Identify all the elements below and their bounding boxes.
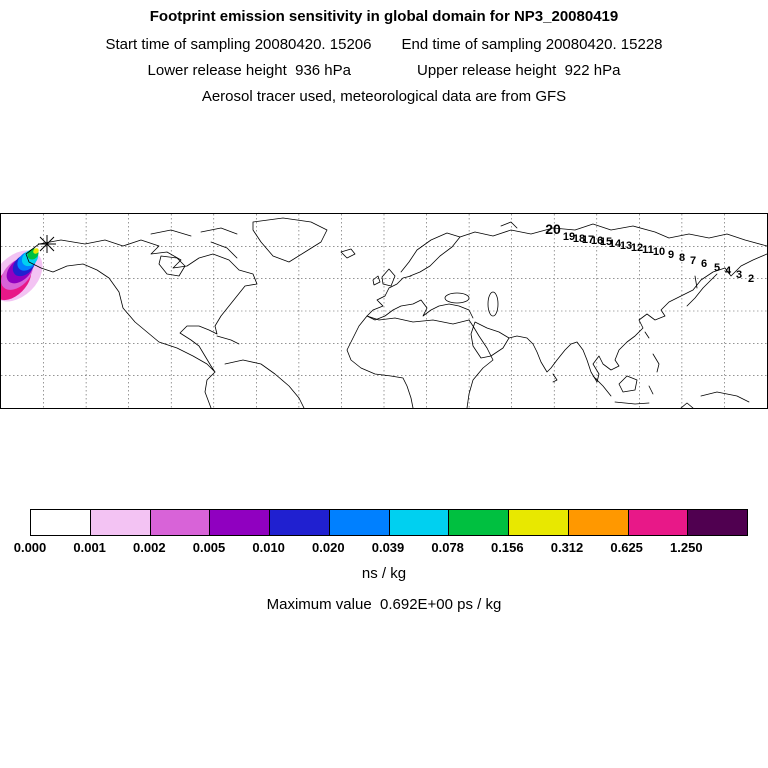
colorbar-tick-labels: 0.000 0.001 0.002 0.005 0.010 0.020 0.039 0.078… (14, 540, 746, 556)
coast-greenland (252, 217, 328, 263)
coast-south-america (204, 359, 305, 408)
trajectory-hour-label: 9 (668, 249, 674, 261)
colorbar-segment (448, 510, 508, 535)
coast-arabia (470, 321, 510, 359)
black-sea (444, 292, 470, 304)
coast-west-europe (366, 275, 474, 321)
colorbar-tick-label: 0.002 (133, 540, 166, 555)
coast-iceland (340, 248, 356, 259)
end-time-text: End time of sampling 20080420. 15228 (401, 36, 663, 53)
trajectory-hour-label: 13 (620, 240, 632, 252)
coast-africa (346, 315, 494, 408)
trajectory-hour-label: 4 (725, 265, 732, 277)
colorbar-tick-label: 0.010 (252, 540, 285, 555)
trajectory-hour-label: 7 (690, 255, 696, 267)
colorbar-segment (687, 510, 747, 535)
colorbar-segment (209, 510, 269, 535)
maximum-value-text: Maximum value 0.692E+00 ps / kg (266, 596, 502, 613)
colorbar-segment (388, 510, 449, 535)
coast-australia-tip (680, 402, 694, 408)
trajectory-hour-label: 2 (748, 273, 754, 285)
coast-asia-north (459, 223, 767, 247)
colorbar-tick-label: 0.020 (312, 540, 345, 555)
colorbar-tick-label: 0.312 (550, 540, 584, 555)
colorbar-segment (269, 510, 329, 535)
colorbar-tick-label: 0.000 (13, 540, 47, 555)
tracer-info-line: Aerosol tracer used, meteorological data… (201, 88, 567, 105)
release-point-marker (38, 235, 56, 253)
colorbar-segment (31, 510, 90, 535)
trajectory-hour-label: 5 (714, 262, 720, 274)
coast-sri-lanka (552, 373, 558, 383)
coast-asia-east (508, 253, 767, 383)
colorbar-tick-label: 0.039 (371, 540, 405, 555)
trajectory-hour-label: 8 (679, 252, 685, 264)
coast-taiwan-philippines (644, 331, 660, 373)
coast-cuba (216, 335, 240, 345)
trajectory-hour-label: 10 (653, 246, 665, 258)
release-height-line: Lower release height 936 hPa Upper relea… (0, 62, 768, 79)
footprint-plume (1, 248, 43, 302)
sampling-time-line: Start time of sampling 20080420. 15206 E… (0, 36, 768, 53)
world-map: 20 19 18 17 16 15 14 13 12 11 10 9 8 7 6 5 4 3 2 (0, 213, 768, 409)
trajectory-hour-label: 20 (545, 221, 561, 237)
trajectory-hour-label: 11 (642, 244, 654, 256)
trajectory-hour-label: 16 (591, 235, 603, 247)
graticule-gridlines (1, 214, 767, 408)
trajectory-hour-label: 14 (609, 238, 622, 250)
plume-level (33, 248, 39, 254)
trajectory-hour-label: 17 (582, 234, 594, 246)
colorbar-segment (89, 510, 150, 535)
caspian-sea (487, 291, 499, 317)
coast-arctic-islands (150, 227, 238, 259)
colorbar-tick-label: 0.001 (73, 540, 106, 555)
trajectory-hour-label: 3 (736, 269, 742, 281)
coast-indonesia (592, 375, 750, 405)
colorbar (30, 509, 748, 536)
colorbar-tick-label: 0.078 (431, 540, 464, 555)
coast-scandinavia (400, 232, 461, 277)
coast-hudson-bay (158, 255, 186, 277)
trajectory-hour-label: 19 (563, 231, 575, 243)
colorbar-segment (149, 510, 210, 535)
trajectory-hour-label: 18 (573, 233, 585, 245)
colorbar-tick-label: 0.156 (491, 540, 524, 555)
colorbar-segment (328, 510, 389, 535)
trajectory-hour-label: 15 (600, 236, 612, 248)
plot-title: Footprint emission sensitivity in global… (149, 8, 619, 25)
colorbar-tick-label: 1.250 (670, 540, 703, 555)
colorbar-segment (567, 510, 628, 535)
colorbar-segment (627, 510, 688, 535)
coast-uk-ireland (372, 268, 396, 287)
maximum-value-label: Maximum value 0.692E+00 ps / kg (0, 596, 768, 613)
upper-height-text: Upper release height 922 hPa (417, 62, 621, 79)
colorbar-segment (508, 510, 568, 535)
coast-novaya-zemlya (500, 221, 518, 229)
coast-north-america (25, 239, 258, 373)
trajectory-hour-label: 12 (631, 242, 643, 254)
coast-japan (686, 273, 718, 307)
start-time-text: Start time of sampling 20080420. 15206 (105, 36, 372, 53)
colorbar-tick-label: 0.625 (610, 540, 643, 555)
colorbar-units-label: ns / kg (361, 565, 407, 582)
coastlines (25, 217, 767, 408)
lower-height-text: Lower release height 936 hPa (147, 62, 351, 79)
colorbar-tick-label: 0.005 (192, 540, 226, 555)
trajectory-hour-label: 6 (701, 258, 707, 270)
